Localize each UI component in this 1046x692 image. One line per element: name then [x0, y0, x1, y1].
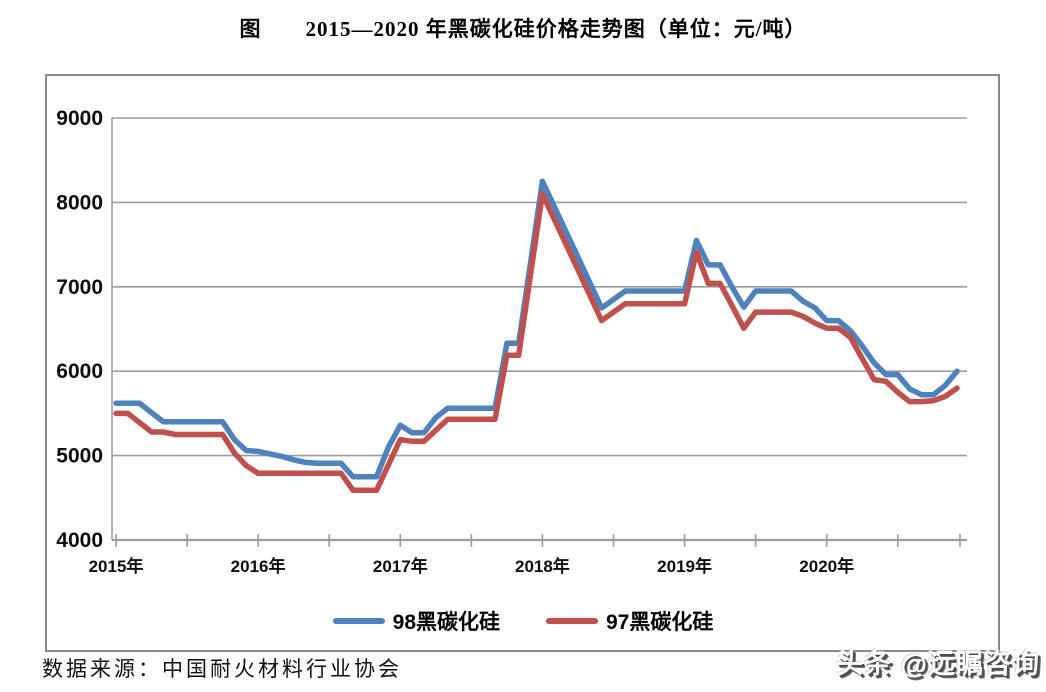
svg-text:8000: 8000	[56, 191, 103, 214]
legend-swatch-98-line	[332, 618, 385, 624]
svg-text:5000: 5000	[56, 445, 103, 468]
svg-text:7000: 7000	[56, 276, 103, 299]
x-axis-labels: 2015年 2016年 2017年 2018年 2019年 2020年	[89, 556, 855, 576]
chart-title: 图 2015—2020 年黑碳化硅价格走势图（单位：元/吨）	[239, 17, 807, 41]
svg-text:6000: 6000	[56, 360, 103, 383]
svg-text:2018年: 2018年	[515, 556, 570, 576]
legend-swatch-97-line	[546, 618, 598, 624]
svg-text:2015年: 2015年	[89, 556, 144, 576]
series-line-97	[113, 191, 960, 493]
svg-text:2017年: 2017年	[373, 556, 428, 576]
y-axis-labels: 4000 5000 6000 7000 8000 9000	[56, 107, 103, 552]
chart-frame	[45, 74, 1000, 652]
legend-label-97: 97黑碳化硅	[606, 611, 714, 634]
legend-label-98: 98黑碳化硅	[392, 611, 500, 634]
svg-text:4000: 4000	[56, 529, 103, 552]
data-source-caption: 数据来源：中国耐火材料行业协会	[42, 657, 402, 681]
legend-item-98: 98黑碳化硅	[332, 606, 500, 636]
svg-text:2020年: 2020年	[799, 556, 854, 576]
svg-text:2016年: 2016年	[231, 556, 286, 576]
svg-text:2019年: 2019年	[657, 556, 712, 576]
axes	[111, 118, 961, 547]
svg-text:9000: 9000	[56, 107, 103, 130]
chart-legend: 98黑碳化硅 97黑碳化硅	[0, 606, 1046, 636]
legend-item-97: 97黑碳化硅	[546, 606, 713, 636]
watermark-text: 头条 @远瞩咨询	[836, 649, 1040, 679]
